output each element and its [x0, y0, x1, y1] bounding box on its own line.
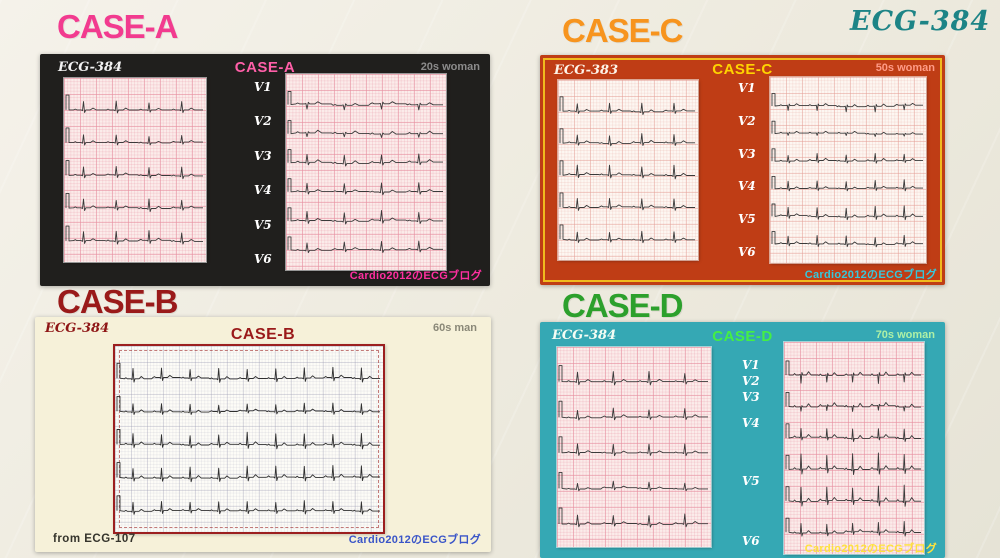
case-c-limb-ecg-trace: [559, 96, 695, 244]
case-d-heading: CASE-D: [562, 287, 684, 324]
case-d-ecg-id: ECG-384: [552, 328, 617, 343]
lead-label: V5: [742, 474, 760, 488]
case-c-lead-labels: V1 V2 V3 V4 V5 V6: [738, 81, 766, 259]
case-d-panel: ECG-384 CASE-D 70s woman V1 V2 V3 V4 V5 …: [540, 322, 945, 558]
case-d-credit: Cardio2012のECGブログ: [804, 543, 937, 555]
case-c-limb-lead-strip: [558, 80, 698, 260]
lead-label: V1: [742, 358, 760, 372]
lead-label: V4: [738, 179, 756, 194]
case-d-chest-ecg-trace: [785, 360, 921, 537]
lead-label: V3: [254, 148, 272, 163]
case-d-patient: 70s woman: [875, 329, 935, 341]
case-c-chest-ecg-trace: [771, 93, 923, 248]
lead-label: V3: [738, 146, 756, 161]
case-d-chest-lead-strip: [784, 342, 924, 554]
case-d-limb-lead-strip: [557, 347, 711, 547]
lead-label: V6: [738, 244, 756, 259]
case-a-lead-labels: V1 V2 V3 V4 V5 V6: [254, 80, 282, 266]
case-b-source-note: from ECG-107: [53, 533, 136, 545]
lead-label: V6: [742, 534, 760, 548]
lead-label: V1: [254, 80, 272, 94]
slide-title: ECG-384: [850, 6, 991, 37]
case-a-chest-lead-strip: [286, 74, 446, 270]
lead-label: V1: [738, 81, 756, 95]
lead-label: V2: [742, 374, 760, 388]
case-a-chest-ecg-trace: [287, 91, 443, 254]
case-c-ecg-id: ECG-383: [554, 63, 619, 78]
lead-label: V5: [738, 212, 756, 227]
case-b-patient: 60s man: [432, 322, 477, 334]
case-a-limb-lead-strip: [64, 78, 206, 262]
case-b-ecg-id: ECG-384: [45, 321, 110, 336]
case-c-heading: CASE-C: [562, 12, 684, 49]
case-a-credit: Cardio2012のECGブログ: [349, 270, 482, 282]
lead-label: V4: [254, 183, 272, 198]
lead-label: V2: [738, 113, 756, 128]
lead-label: V5: [254, 217, 272, 232]
lead-label: V6: [254, 251, 272, 266]
case-a-ecg-id: ECG-384: [58, 60, 123, 75]
case-b-label: CASE-B: [230, 326, 296, 343]
case-c-patient: 50s woman: [875, 62, 935, 74]
case-b-panel: ECG-384 CASE-B 60s man from ECG-107 Card…: [35, 317, 491, 552]
case-a-heading: CASE-A: [57, 8, 179, 45]
lead-label: V2: [254, 114, 272, 129]
case-a-limb-ecg-trace: [65, 94, 203, 245]
case-c-label: CASE-C: [712, 61, 773, 78]
case-c-credit: Cardio2012のECGブログ: [804, 269, 937, 281]
case-d-label: CASE-D: [712, 328, 773, 345]
case-d-limb-ecg-trace: [558, 365, 708, 528]
case-a-panel: ECG-384 CASE-A 20s woman V1 V2 V3 V4 V5 …: [40, 54, 490, 286]
lead-label: V3: [742, 390, 760, 404]
lead-label: V4: [742, 416, 760, 430]
case-a-label: CASE-A: [234, 59, 296, 76]
case-b-ecg-trace: [116, 362, 380, 515]
case-c-chest-lead-strip: [770, 77, 926, 263]
case-b-12-lead-strip: [113, 344, 385, 534]
case-c-panel: ECG-383 CASE-C 50s woman V1 V2 V3 V4 V5 …: [540, 55, 945, 285]
case-a-patient: 20s woman: [420, 61, 480, 73]
case-b-heading: CASE-B: [57, 283, 179, 320]
case-b-credit: Cardio2012のECGブログ: [348, 534, 481, 546]
